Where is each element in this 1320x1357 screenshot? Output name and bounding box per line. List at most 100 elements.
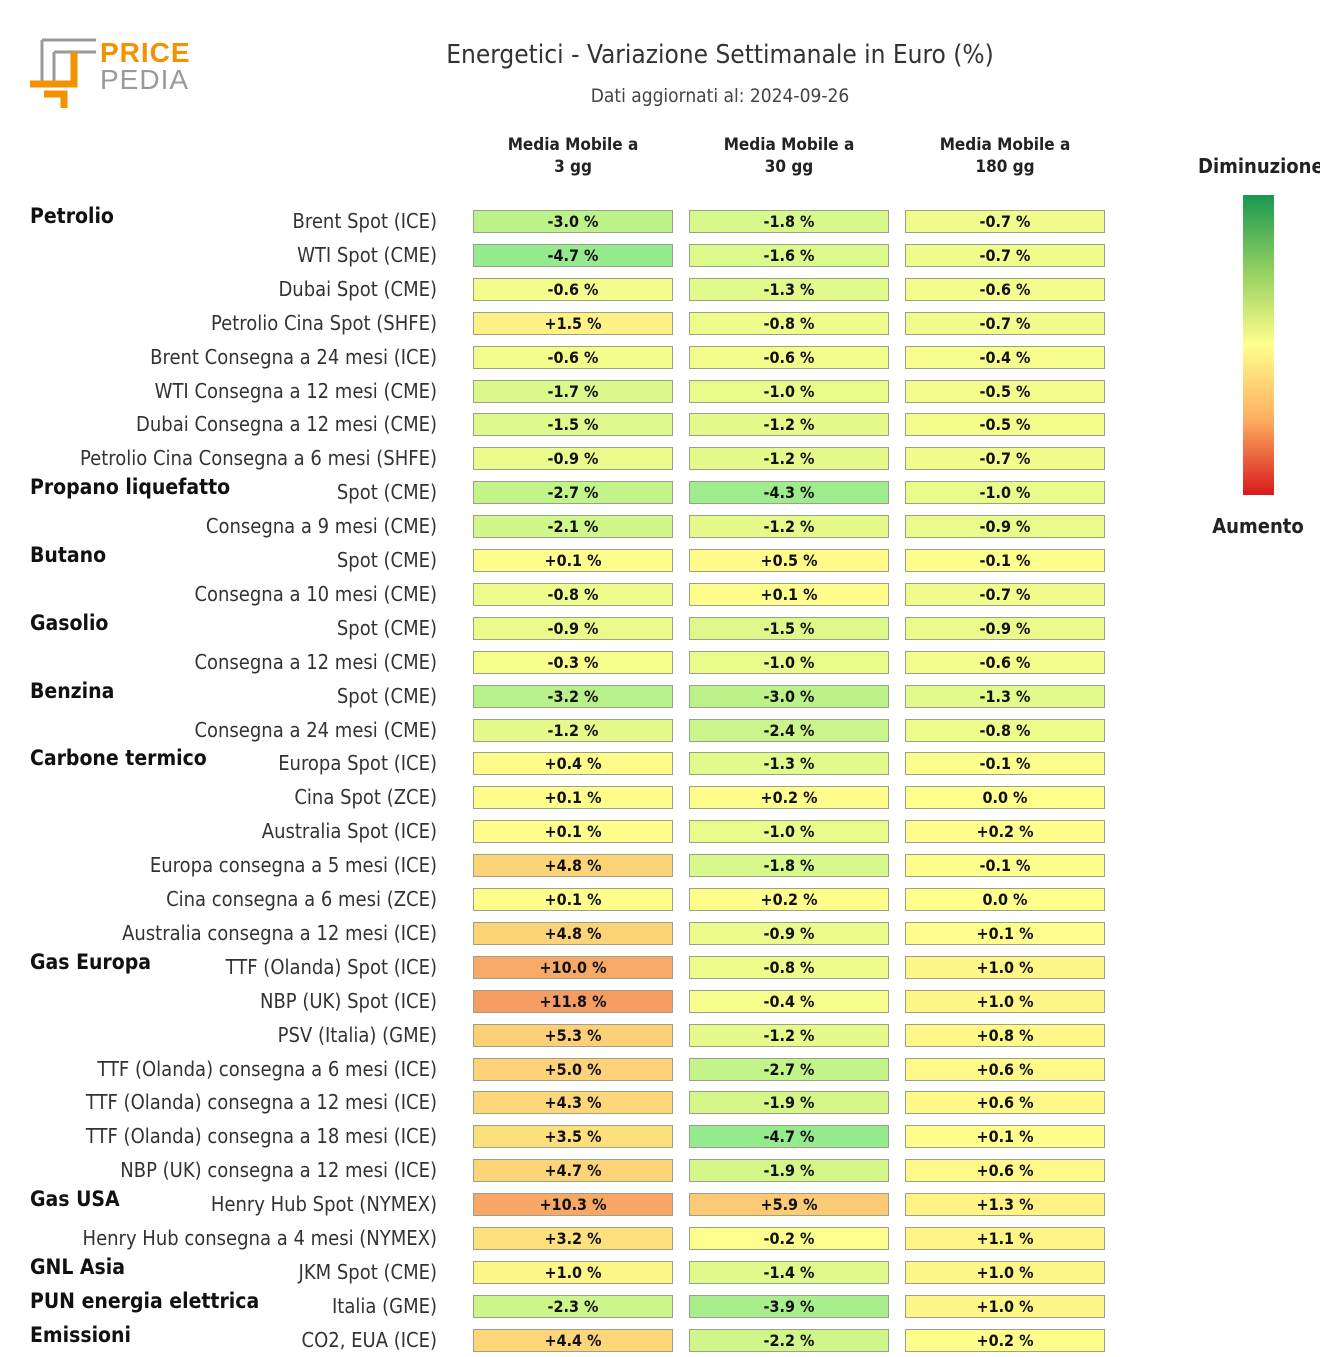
- row-label: NBP (UK) consegna a 12 mesi (ICE): [120, 1158, 437, 1183]
- row-label: NBP (UK) Spot (ICE): [260, 988, 437, 1013]
- heatmap-cell: -0.7 %: [905, 582, 1105, 606]
- legend-color-scale: [1243, 195, 1274, 495]
- heatmap-cell: -0.8 %: [689, 311, 889, 335]
- row-label: PSV (Italia) (GME): [277, 1022, 437, 1047]
- heatmap-cell: +1.0 %: [473, 1260, 673, 1284]
- heatmap-cell: -1.0 %: [689, 820, 889, 844]
- row-label: Consegna a 24 mesi (CME): [194, 717, 437, 742]
- heatmap-cell: -0.3 %: [473, 650, 673, 674]
- heatmap-cell: -0.9 %: [473, 616, 673, 640]
- heatmap-cell: +0.6 %: [905, 1057, 1105, 1081]
- heatmap-cell: +5.3 %: [473, 1023, 673, 1047]
- heatmap-cell: -1.7 %: [473, 379, 673, 403]
- heatmap-cell: -0.6 %: [905, 650, 1105, 674]
- heatmap-cell: -0.4 %: [689, 989, 889, 1013]
- heatmap-cell: +4.3 %: [473, 1091, 673, 1115]
- logo-word-price: PRICE: [100, 37, 191, 68]
- heatmap-cell: 0.0 %: [905, 786, 1105, 810]
- heatmap-cell: +1.0 %: [905, 989, 1105, 1013]
- row-label: WTI Consegna a 12 mesi (CME): [154, 378, 437, 403]
- heatmap-cell: -1.3 %: [689, 277, 889, 301]
- heatmap-cell: +0.8 %: [905, 1023, 1105, 1047]
- group-label: Butano: [30, 543, 107, 567]
- group-label: Emissioni: [30, 1322, 131, 1347]
- legend-label-decrease: Diminuzione: [1198, 154, 1320, 178]
- heatmap-cell: -4.7 %: [689, 1125, 889, 1149]
- heatmap-cell: -1.8 %: [689, 854, 889, 878]
- heatmap-cell: -0.4 %: [905, 345, 1105, 369]
- heatmap-cell: -1.3 %: [689, 752, 889, 776]
- heatmap-cell: +1.0 %: [905, 955, 1105, 979]
- heatmap-cell: -1.6 %: [689, 243, 889, 267]
- group-label: Benzina: [30, 678, 115, 703]
- heatmap-cell: -0.7 %: [905, 210, 1105, 233]
- chart-title: Energetici - Variazione Settimanale in E…: [446, 40, 994, 70]
- heatmap-cell: -4.3 %: [689, 481, 889, 505]
- row-label: Dubai Consegna a 12 mesi (CME): [136, 412, 437, 437]
- column-header-30gg: Media Mobile a 30 gg: [723, 135, 855, 177]
- heatmap-cell: +3.5 %: [473, 1125, 673, 1149]
- heatmap-cell: -0.7 %: [905, 243, 1105, 267]
- heatmap-cell: -1.2 %: [473, 718, 673, 742]
- heatmap-cell: -0.1 %: [905, 854, 1105, 878]
- heatmap-cell: -2.7 %: [473, 481, 673, 505]
- heatmap-cell: -2.4 %: [689, 718, 889, 742]
- heatmap-cell: -4.7 %: [473, 243, 673, 267]
- heatmap-cell: -0.8 %: [905, 718, 1105, 742]
- heatmap-cell: +4.8 %: [473, 921, 673, 945]
- row-label: TTF (Olanda) Spot (ICE): [225, 954, 437, 979]
- heatmap-cell: -0.6 %: [473, 345, 673, 369]
- row-label: Australia consegna a 12 mesi (ICE): [122, 920, 437, 945]
- heatmap-cell: -1.5 %: [689, 616, 889, 640]
- row-label: Brent Spot (ICE): [292, 209, 437, 233]
- heatmap-cell: +4.8 %: [473, 854, 673, 878]
- heatmap-cell: -3.0 %: [689, 684, 889, 708]
- heatmap-cell: -1.9 %: [689, 1091, 889, 1115]
- heatmap-cell: +0.1 %: [473, 820, 673, 844]
- logo-word-pedia: PEDIA: [100, 64, 190, 95]
- group-label: Gas Europa: [30, 949, 152, 974]
- heatmap-cell: +1.0 %: [905, 1294, 1105, 1318]
- chart-subtitle: Dati aggiornati al: 2024-09-26: [590, 85, 850, 107]
- heatmap-cell: -0.1 %: [905, 752, 1105, 776]
- row-label: Spot (CME): [336, 615, 437, 640]
- heatmap-cell: +1.0 %: [905, 1260, 1105, 1284]
- row-label: Consegna a 10 mesi (CME): [194, 581, 437, 606]
- heatmap-cell: -3.9 %: [689, 1294, 889, 1318]
- group-label: Gasolio: [30, 610, 109, 635]
- heatmap-cell: -2.7 %: [689, 1057, 889, 1081]
- heatmap-cell: -2.1 %: [473, 515, 673, 539]
- heatmap-cell: +0.6 %: [905, 1159, 1105, 1183]
- heatmap-cell: -0.9 %: [689, 921, 889, 945]
- heatmap-cell: -2.2 %: [689, 1328, 889, 1352]
- row-label: TTF (Olanda) consegna a 18 mesi (ICE): [85, 1124, 437, 1149]
- group-label: Gas USA: [30, 1187, 120, 1212]
- row-label: Italia (GME): [332, 1293, 437, 1318]
- heatmap-cell: 0.0 %: [905, 888, 1105, 911]
- row-label: Spot (CME): [336, 480, 437, 505]
- row-label: Europa Spot (ICE): [278, 751, 437, 776]
- row-label: Europa consegna a 5 mesi (ICE): [149, 853, 437, 878]
- heatmap-cell: -0.9 %: [905, 515, 1105, 539]
- pricepedia-logo: PRICE PEDIA: [30, 38, 190, 110]
- column-header-180gg: Media Mobile a 180 gg: [939, 135, 1071, 177]
- heatmap-cell: +10.0 %: [473, 955, 673, 979]
- heatmap-cell: +5.0 %: [473, 1057, 673, 1081]
- group-label: Petrolio: [30, 204, 114, 228]
- heatmap-cell: +0.2 %: [905, 1328, 1105, 1352]
- heatmap-cell: +11.8 %: [473, 989, 673, 1013]
- heatmap-cell: -0.6 %: [689, 345, 889, 369]
- heatmap-cell: -0.7 %: [905, 311, 1105, 335]
- row-label: Henry Hub Spot (NYMEX): [210, 1192, 437, 1217]
- row-label: Petrolio Cina Consegna a 6 mesi (SHFE): [80, 446, 437, 471]
- heatmap-cell: -0.8 %: [689, 955, 889, 979]
- row-label: Petrolio Cina Spot (SHFE): [211, 310, 437, 335]
- row-label: Spot (CME): [336, 683, 437, 708]
- heatmap-cell: -1.2 %: [689, 413, 889, 437]
- row-label: Consegna a 9 mesi (CME): [205, 514, 437, 539]
- heatmap-cell: +0.1 %: [473, 888, 673, 911]
- heatmap-cell: -0.8 %: [473, 582, 673, 606]
- heatmap-cell: +0.2 %: [689, 786, 889, 810]
- group-label: PUN energia elettrica: [30, 1288, 260, 1313]
- heatmap-cell: -0.5 %: [905, 379, 1105, 403]
